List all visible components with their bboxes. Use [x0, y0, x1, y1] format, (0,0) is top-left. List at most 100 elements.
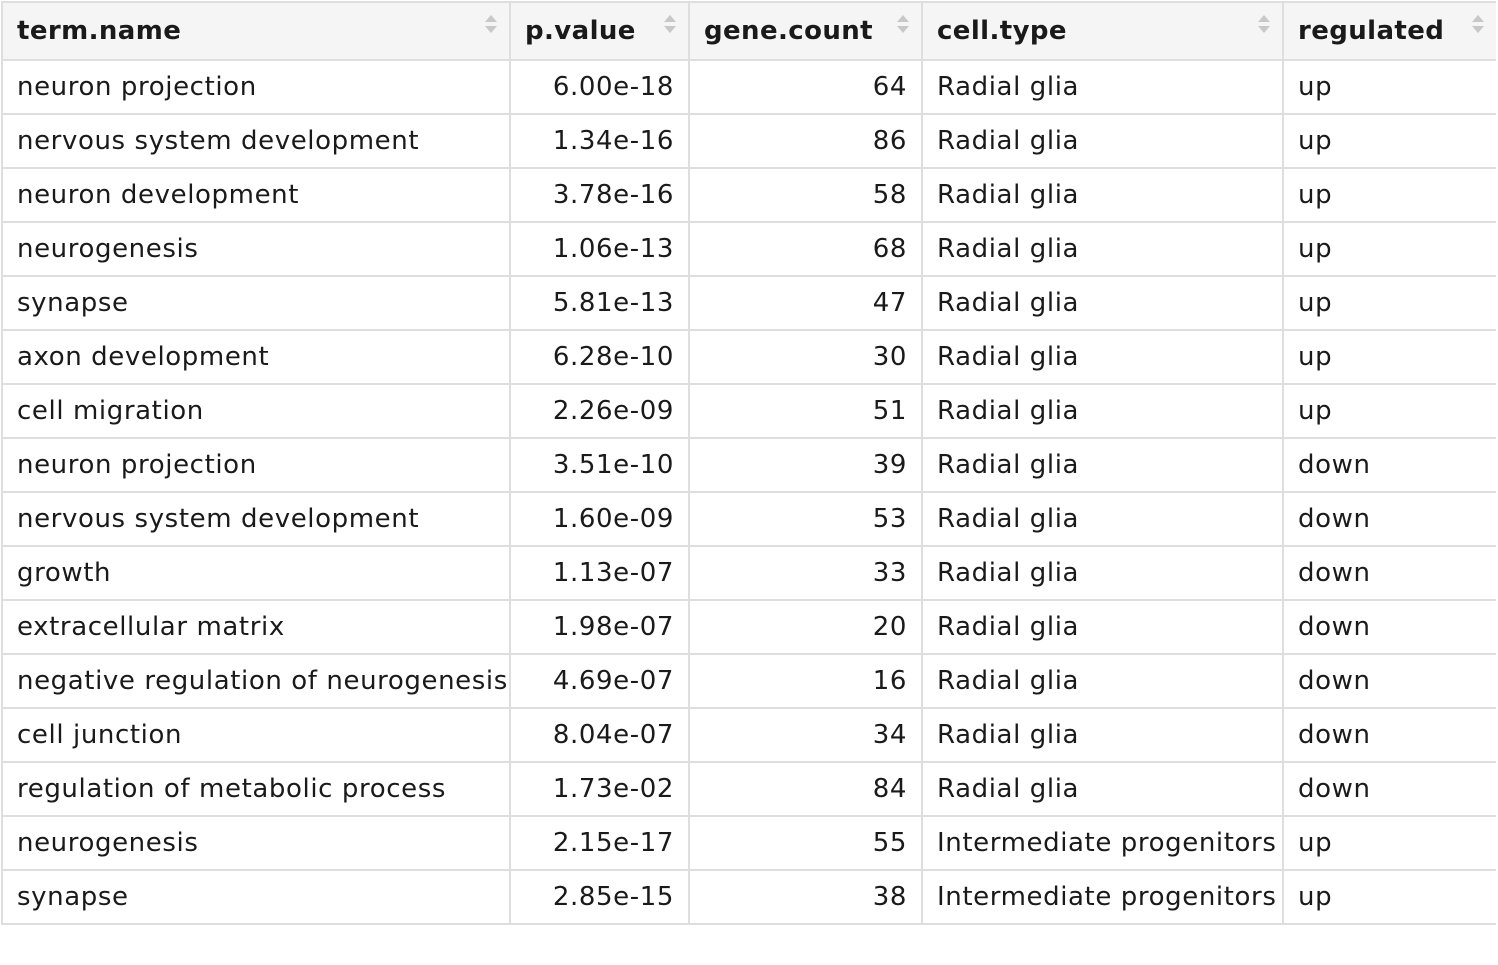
table-header: term.name p.value gene.count cell.type r… [1, 1, 1496, 61]
cell-term-name: regulation of metabolic process [1, 761, 511, 817]
table-row: cell junction 8.04e-07 34 Radial glia down [1, 707, 1496, 763]
column-header-label: term.name [17, 16, 182, 46]
cell-regulated: up [1282, 113, 1496, 169]
cell-cell-type: Radial glia [921, 275, 1284, 331]
cell-regulated: up [1282, 869, 1496, 925]
cell-cell-type: Radial glia [921, 653, 1284, 709]
table-body: neuron projection 6.00e-18 64 Radial glia up… [1, 59, 1496, 925]
cell-cell-type: Radial glia [921, 329, 1284, 385]
table-row: negative regulation of neurogenesis 4.69e… [1, 653, 1496, 709]
column-header-gene-count[interactable]: gene.count [688, 1, 923, 61]
cell-cell-type: Radial glia [921, 761, 1284, 817]
cell-p-value: 5.81e-13 [509, 275, 690, 331]
sort-icon[interactable] [485, 15, 497, 39]
cell-regulated: up [1282, 329, 1496, 385]
sort-icon[interactable] [1472, 15, 1484, 39]
cell-gene-count: 53 [688, 491, 923, 547]
cell-p-value: 1.06e-13 [509, 221, 690, 277]
cell-p-value: 6.00e-18 [509, 59, 690, 115]
table-row: regulation of metabolic process 1.73e-02 8… [1, 761, 1496, 817]
table-row: synapse 5.81e-13 47 Radial glia up [1, 275, 1496, 331]
cell-p-value: 2.15e-17 [509, 815, 690, 871]
cell-p-value: 8.04e-07 [509, 707, 690, 763]
table-row: neuron development 3.78e-16 58 Radial glia u… [1, 167, 1496, 223]
column-header-cell-type[interactable]: cell.type [921, 1, 1284, 61]
cell-cell-type: Radial glia [921, 59, 1284, 115]
cell-gene-count: 20 [688, 599, 923, 655]
cell-cell-type: Radial glia [921, 383, 1284, 439]
cell-cell-type: Radial glia [921, 113, 1284, 169]
cell-regulated: down [1282, 599, 1496, 655]
cell-term-name: cell junction [1, 707, 511, 763]
cell-gene-count: 64 [688, 59, 923, 115]
column-header-label: p.value [525, 16, 636, 46]
sort-icon[interactable] [1258, 15, 1270, 39]
table-row: growth 1.13e-07 33 Radial glia down [1, 545, 1496, 601]
cell-regulated: up [1282, 383, 1496, 439]
cell-cell-type: Radial glia [921, 437, 1284, 493]
cell-term-name: negative regulation of neurogenesis [1, 653, 511, 709]
cell-cell-type: Intermediate progenitors [921, 869, 1284, 925]
column-header-label: regulated [1298, 16, 1445, 46]
cell-gene-count: 84 [688, 761, 923, 817]
cell-term-name: neuron development [1, 167, 511, 223]
cell-gene-count: 38 [688, 869, 923, 925]
cell-term-name: axon development [1, 329, 511, 385]
cell-p-value: 4.69e-07 [509, 653, 690, 709]
cell-term-name: neurogenesis [1, 221, 511, 277]
table-row: cell migration 2.26e-09 51 Radial glia up [1, 383, 1496, 439]
table-row: neurogenesis 2.15e-17 55 Intermediate proge… [1, 815, 1496, 871]
cell-p-value: 1.73e-02 [509, 761, 690, 817]
cell-cell-type: Radial glia [921, 491, 1284, 547]
cell-regulated: up [1282, 59, 1496, 115]
cell-term-name: neuron projection [1, 437, 511, 493]
column-header-p-value[interactable]: p.value [509, 1, 690, 61]
sort-icon[interactable] [897, 15, 909, 39]
cell-p-value: 2.26e-09 [509, 383, 690, 439]
table-row: synapse 2.85e-15 38 Intermediate progenitor… [1, 869, 1496, 925]
cell-cell-type: Radial glia [921, 167, 1284, 223]
cell-p-value: 1.98e-07 [509, 599, 690, 655]
cell-regulated: down [1282, 707, 1496, 763]
column-header-term-name[interactable]: term.name [1, 1, 511, 61]
results-table: term.name p.value gene.count cell.type r… [1, 1, 1496, 925]
table-row: neuron projection 3.51e-10 39 Radial glia do… [1, 437, 1496, 493]
column-header-label: cell.type [937, 16, 1067, 46]
cell-regulated: down [1282, 761, 1496, 817]
column-header-label: gene.count [704, 16, 873, 46]
table-row: neuron projection 6.00e-18 64 Radial glia up [1, 59, 1496, 115]
cell-gene-count: 30 [688, 329, 923, 385]
cell-term-name: nervous system development [1, 491, 511, 547]
cell-gene-count: 33 [688, 545, 923, 601]
cell-gene-count: 47 [688, 275, 923, 331]
table-row: axon development 6.28e-10 30 Radial glia up [1, 329, 1496, 385]
cell-regulated: up [1282, 167, 1496, 223]
cell-regulated: up [1282, 275, 1496, 331]
sort-icon[interactable] [664, 15, 676, 39]
cell-gene-count: 16 [688, 653, 923, 709]
cell-cell-type: Radial glia [921, 545, 1284, 601]
column-header-regulated[interactable]: regulated [1282, 1, 1496, 61]
table-row: nervous system development 1.60e-09 53 Radi… [1, 491, 1496, 547]
cell-p-value: 1.34e-16 [509, 113, 690, 169]
table-row: extracellular matrix 1.98e-07 20 Radial gli… [1, 599, 1496, 655]
cell-term-name: synapse [1, 275, 511, 331]
cell-gene-count: 58 [688, 167, 923, 223]
cell-term-name: growth [1, 545, 511, 601]
cell-term-name: synapse [1, 869, 511, 925]
cell-regulated: up [1282, 815, 1496, 871]
cell-gene-count: 51 [688, 383, 923, 439]
cell-gene-count: 68 [688, 221, 923, 277]
cell-cell-type: Radial glia [921, 221, 1284, 277]
table-row: neurogenesis 1.06e-13 68 Radial glia up [1, 221, 1496, 277]
cell-regulated: up [1282, 221, 1496, 277]
cell-p-value: 3.78e-16 [509, 167, 690, 223]
cell-cell-type: Radial glia [921, 707, 1284, 763]
cell-regulated: down [1282, 545, 1496, 601]
cell-cell-type: Radial glia [921, 599, 1284, 655]
header-row: term.name p.value gene.count cell.type r… [1, 1, 1496, 61]
cell-p-value: 6.28e-10 [509, 329, 690, 385]
cell-p-value: 3.51e-10 [509, 437, 690, 493]
cell-p-value: 1.60e-09 [509, 491, 690, 547]
